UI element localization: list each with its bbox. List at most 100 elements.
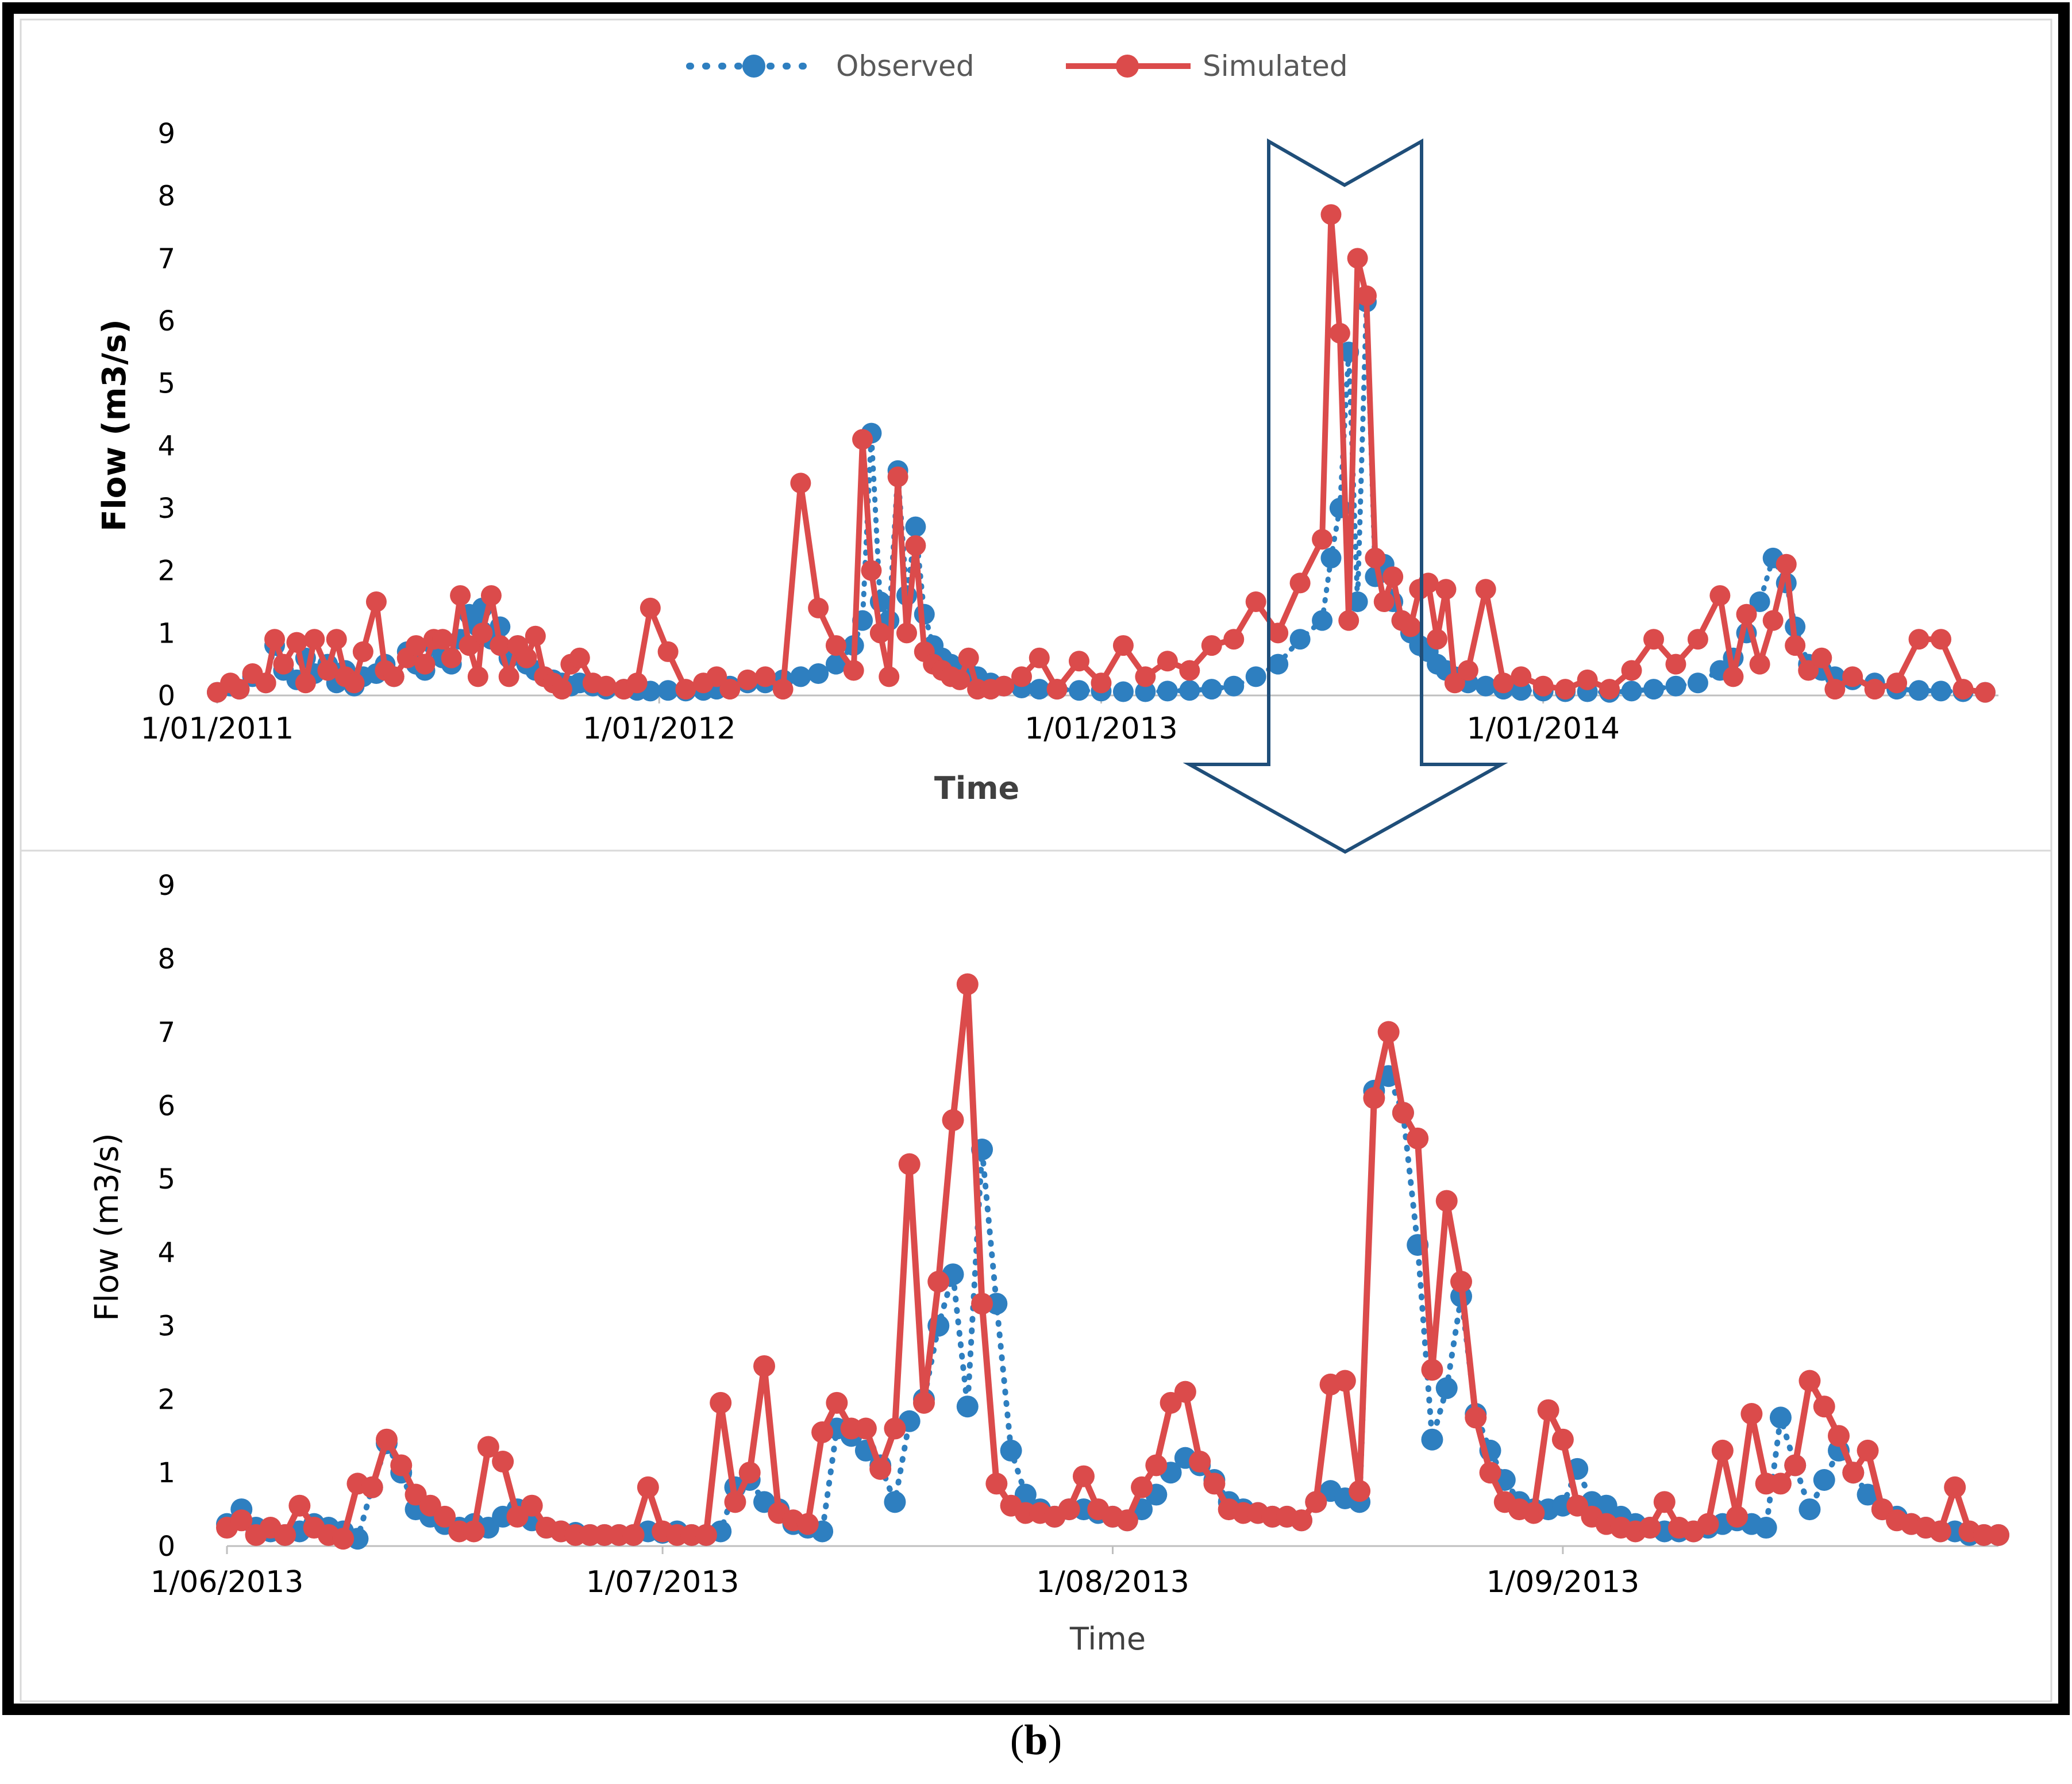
bottom-simulated-point-52 [971, 1293, 993, 1315]
top-simulated-point-128 [1931, 629, 1951, 650]
top-simulated-point-62 [905, 535, 926, 556]
bottom-simulated-point-62 [1116, 1509, 1138, 1532]
top-simulated-point-90 [1347, 248, 1368, 269]
top-simulated-point-55 [843, 660, 864, 681]
top-y-tick-5: 5 [157, 368, 175, 400]
top-simulated-point-121 [1798, 660, 1819, 681]
top-simulated-point-124 [1842, 666, 1863, 687]
bottom-simulated-point-5 [288, 1494, 311, 1517]
bottom-simulated-point-15 [434, 1505, 456, 1528]
top-simulated-point-33 [525, 625, 546, 647]
bottom-simulated-point-79 [1363, 1087, 1385, 1109]
bottom-simulated-point-37 [753, 1355, 776, 1377]
top-simulated-point-43 [640, 597, 661, 618]
bottom-simulated-point-64 [1145, 1454, 1168, 1477]
top-simulated-point-112 [1665, 653, 1686, 675]
bottom-simulated-point-118 [1929, 1520, 1951, 1543]
top-simulated-point-26 [467, 666, 488, 687]
bottom-simulated-point-10 [361, 1476, 383, 1498]
bottom-simulated-point-83 [1421, 1359, 1443, 1381]
top-y-tick-0: 0 [157, 680, 175, 712]
legend-observed[interactable]: Observed [686, 49, 975, 83]
bottom-simulated-point-91 [1537, 1399, 1559, 1421]
bottom-simulated-point-104 [1726, 1505, 1749, 1528]
top-simulated-point-83 [1245, 591, 1266, 612]
bottom-simulated-point-67 [1189, 1451, 1211, 1473]
top-simulated-point-115 [1723, 666, 1744, 687]
top-simulated-point-73 [1029, 647, 1050, 668]
bottom-panel-border [20, 849, 2052, 1702]
top-simulated-point-15 [365, 591, 387, 612]
top-y-tick-9: 9 [157, 118, 175, 150]
top-simulated-point-120 [1785, 635, 1806, 656]
top-y-tick-6: 6 [157, 305, 175, 337]
bottom-simulated-point-35 [724, 1491, 746, 1513]
bottom-simulated-point-102 [1697, 1513, 1719, 1535]
top-simulated-point-8 [295, 672, 316, 694]
top-simulated-point-100 [1435, 579, 1457, 600]
top-simulated-point-105 [1511, 666, 1532, 687]
top-simulated-point-119 [1776, 553, 1797, 575]
bottom-simulated-point-92 [1551, 1428, 1574, 1451]
bottom-observed-point-84 [1435, 1377, 1458, 1399]
legend-simulated[interactable]: Simulated [1066, 49, 1348, 83]
top-y-axis-label: Flow (m3/s) [96, 319, 133, 531]
top-simulated-point-85 [1289, 572, 1311, 594]
bottom-simulated-point-59 [1072, 1465, 1095, 1487]
top-simulated-point-48 [719, 679, 741, 700]
top-observed-point-84 [1268, 653, 1289, 675]
top-simulated-point-30 [498, 666, 519, 687]
bottom-simulated-point-98 [1639, 1517, 1661, 1539]
top-simulated-point-40 [595, 675, 617, 697]
bottom-x-tick-label-2: 1/08/2013 [1036, 1565, 1189, 1600]
top-panel-border [20, 18, 2052, 852]
top-simulated-point-32 [516, 647, 537, 668]
top-simulated-point-14 [352, 641, 373, 662]
top-y-tick-1: 1 [157, 617, 175, 649]
bottom-simulated-point-81 [1392, 1102, 1414, 1124]
top-simulated-point-78 [1135, 666, 1156, 687]
top-observed-point-85 [1289, 629, 1311, 650]
top-x-tick-label-0: 1/01/2011 [141, 712, 294, 746]
top-y-tick-2: 2 [157, 555, 175, 587]
bottom-simulated-point-33 [695, 1524, 717, 1546]
bottom-simulated-point-87 [1479, 1462, 1501, 1484]
top-simulated-point-101 [1444, 672, 1465, 694]
bottom-simulated-point-48 [912, 1391, 935, 1414]
top-simulated-point-38 [569, 647, 590, 668]
bottom-y-axis-label: Flow (m3/s) [88, 1133, 126, 1321]
bottom-simulated-point-75 [1305, 1491, 1327, 1513]
top-simulated-point-2 [229, 679, 250, 700]
top-simulated-point-75 [1069, 651, 1089, 672]
legend-simulated-marker [1116, 55, 1139, 78]
top-simulated-point-9 [304, 629, 325, 650]
bottom-simulated-point-108 [1784, 1454, 1807, 1477]
bottom-simulated-point-1 [230, 1509, 253, 1532]
top-simulated-point-61 [896, 622, 917, 644]
top-observed-point-80 [1179, 680, 1200, 701]
top-observed-point-78 [1135, 681, 1156, 702]
bottom-series-simulated [216, 973, 2009, 1550]
top-simulated-point-76 [1091, 672, 1112, 694]
top-simulated-point-52 [790, 472, 811, 494]
bottom-y-tick-7: 7 [157, 1017, 175, 1049]
top-simulated-point-81 [1201, 635, 1222, 656]
bottom-simulated-point-47 [898, 1153, 921, 1175]
top-simulated-point-110 [1621, 660, 1642, 681]
top-simulated-point-44 [657, 641, 679, 662]
bottom-simulated-point-109 [1798, 1370, 1821, 1392]
caption-close-paren: ) [1047, 1717, 1062, 1764]
top-simulated-point-49 [737, 669, 758, 690]
top-simulated-point-86 [1312, 529, 1333, 550]
top-y-tick-4: 4 [157, 430, 175, 462]
top-x-axis-label: Time [934, 770, 1019, 806]
top-simulated-point-28 [480, 585, 502, 606]
top-observed-point-113 [1687, 672, 1708, 694]
bottom-simulated-point-112 [1842, 1462, 1865, 1484]
bottom-simulated-point-40 [796, 1513, 819, 1535]
top-simulated-point-87 [1320, 204, 1342, 225]
bottom-simulated-point-78 [1349, 1480, 1371, 1502]
top-chart-plot: 0 1 2 3 4 5 6 7 8 9 1/01/2011 1/01/2012 1/01/2013 1/0… [141, 118, 1998, 746]
top-simulated-point-94 [1382, 566, 1404, 587]
